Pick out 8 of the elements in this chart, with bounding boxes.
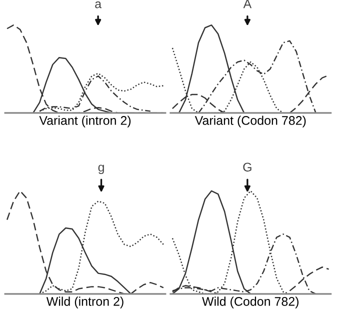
text: g [98, 164, 104, 174]
x-axis-title: Wild (intron 2) [46, 296, 124, 308]
x-axis-title: Wild (Codon 782) [202, 296, 298, 308]
text: G [243, 162, 252, 172]
text: A [243, 0, 252, 8]
x-axis-title: Variant (intron 2) [39, 116, 131, 128]
x-axis-title: Variant (Codon 782) [194, 116, 306, 128]
text: a [95, 1, 102, 8]
